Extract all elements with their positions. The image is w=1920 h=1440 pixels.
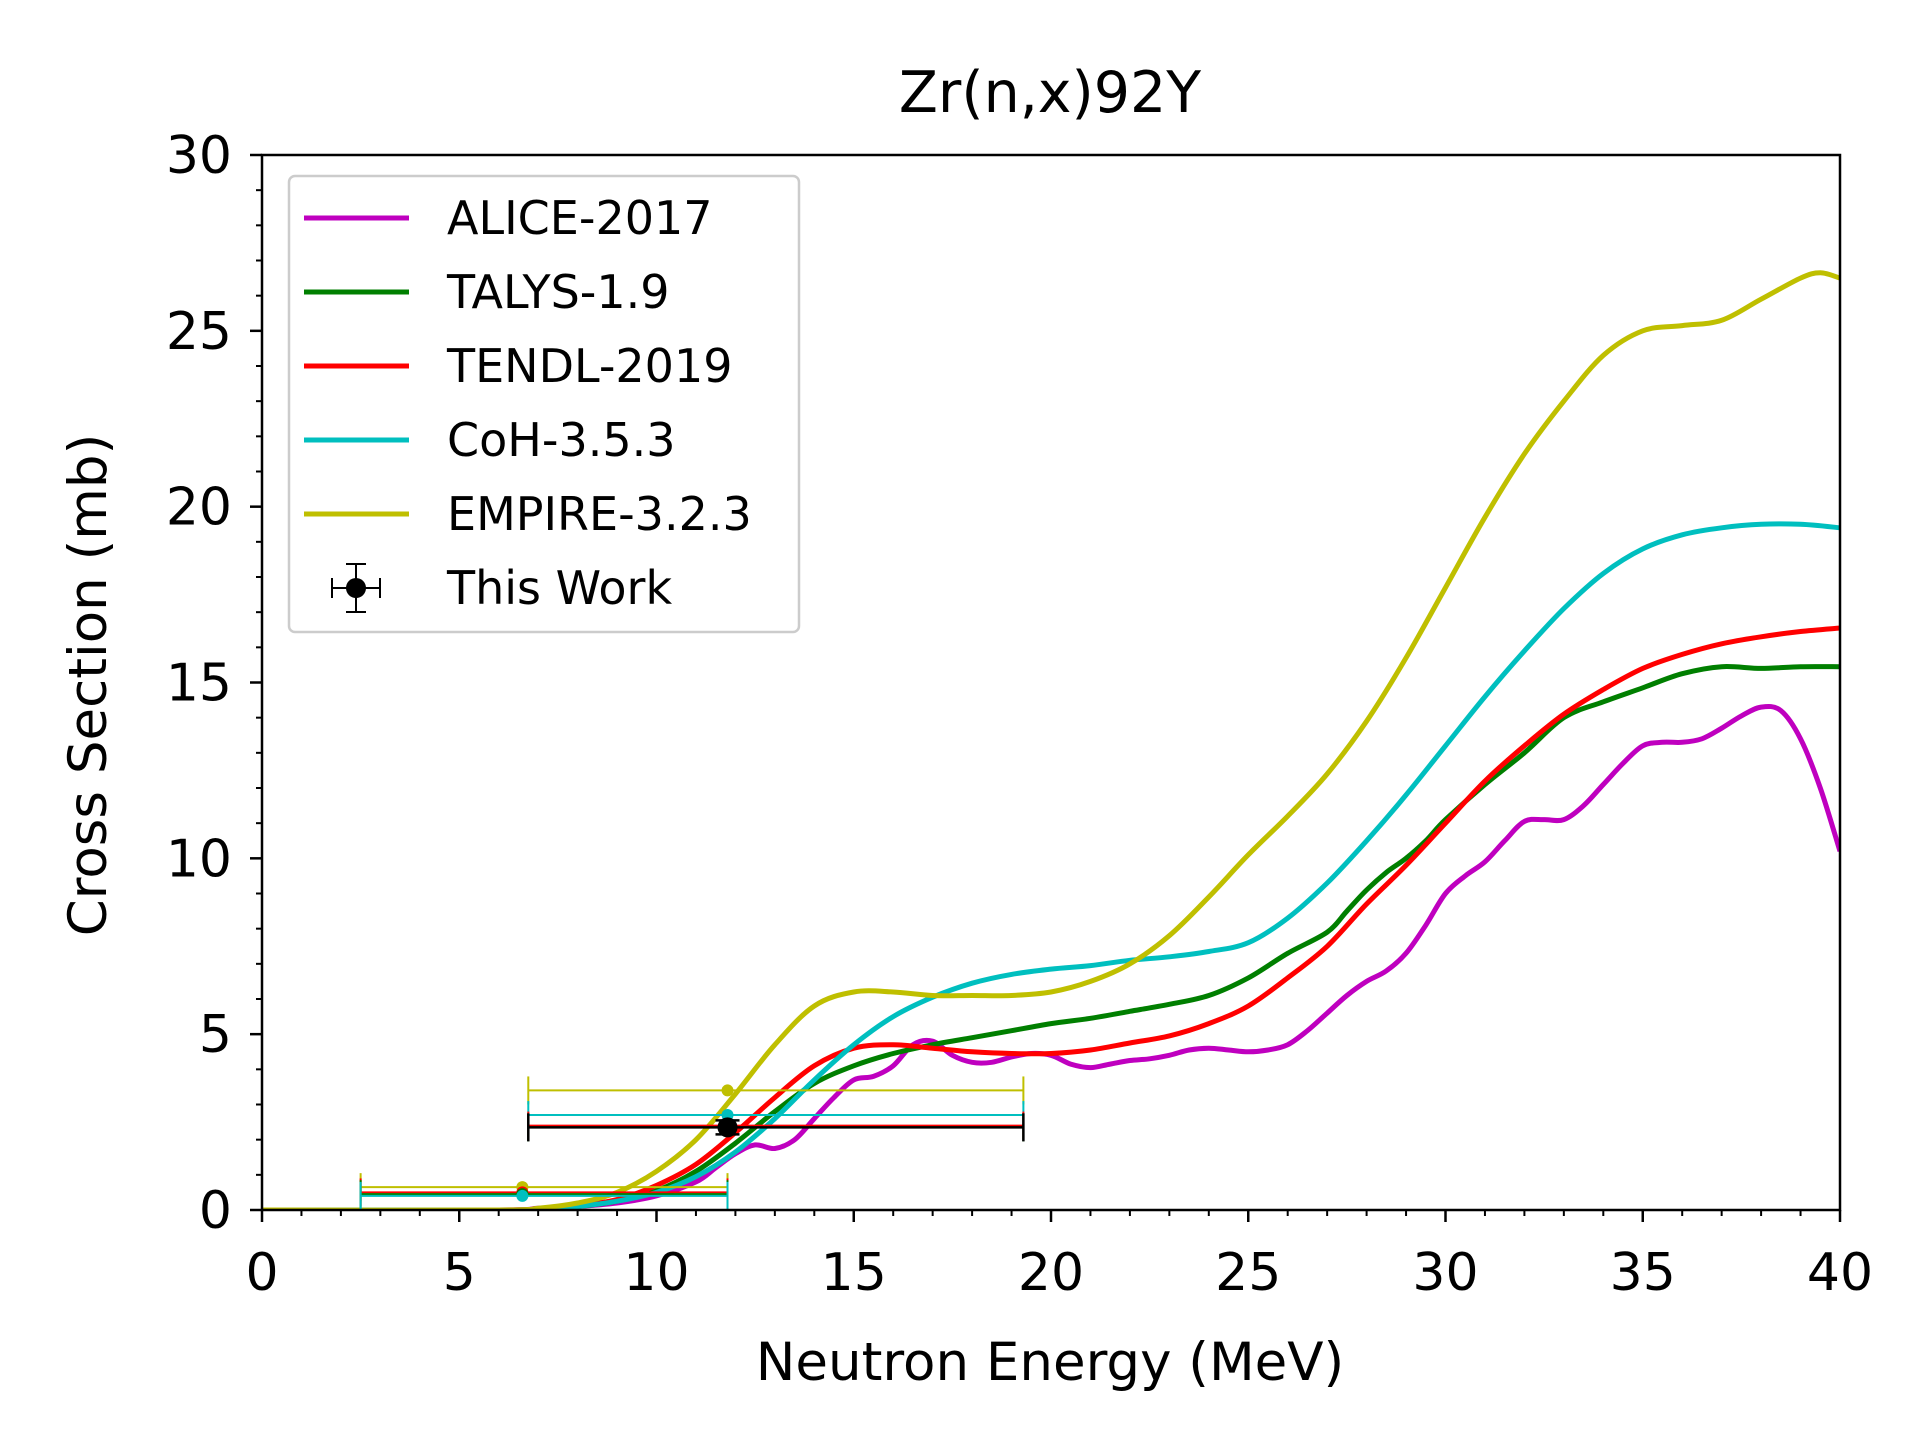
this-work-point (527, 1113, 1025, 1142)
x-tick-label: 20 (1018, 1243, 1084, 1303)
x-tick-label: 30 (1412, 1243, 1478, 1303)
this-work-marker (717, 1117, 738, 1138)
y-tick-label: 30 (166, 126, 232, 186)
x-tick-label: 0 (245, 1243, 278, 1303)
theory-point (516, 1189, 529, 1202)
x-tick-label: 40 (1807, 1243, 1873, 1303)
legend: ALICE-2017 TALYS-1.9 TENDL-2019 CoH-3.5.3 EM… (287, 174, 801, 634)
y-axis-label: Cross Section (mb) (58, 434, 119, 937)
theory-point-group-1 (359, 1173, 729, 1210)
x-axis-label: Neutron Energy (MeV) (756, 1332, 1344, 1393)
x-tick-label: 5 (443, 1243, 476, 1303)
y-tick-label: 5 (199, 1005, 232, 1065)
series-line-tendl-2019 (262, 625, 1840, 1210)
legend-box (287, 174, 801, 634)
theory-point (721, 1084, 734, 1097)
series-line-alice-2017 (262, 703, 1840, 1210)
legend-label-this-work: This Work (446, 561, 672, 615)
legend-label-alice-2017: ALICE-2017 (447, 191, 713, 245)
x-tick-label: 15 (821, 1243, 887, 1303)
legend-label-talys-1-9: TALYS-1.9 (446, 265, 670, 319)
y-tick-label: 20 (166, 478, 232, 538)
y-tick-label: 10 (166, 829, 232, 889)
chart-title: Zr(n,x)92Y (899, 60, 1201, 126)
legend-label-empire-3-2-3: EMPIRE-3.2.3 (447, 487, 752, 541)
legend-this-work-marker (346, 578, 366, 598)
x-tick-label: 10 (623, 1243, 689, 1303)
plot-area (260, 153, 1842, 1212)
series-line-empire-3-2-3 (262, 270, 1840, 1210)
x-tick-label: 35 (1610, 1243, 1676, 1303)
legend-label-tendl-2019: TENDL-2019 (446, 339, 732, 393)
y-tick-label: 25 (166, 302, 232, 362)
y-tick-label: 0 (199, 1181, 232, 1241)
y-tick-label: 15 (166, 654, 232, 714)
x-axis: 0 5 10 15 20 25 30 35 40 (245, 1210, 1873, 1303)
series-line-talys-1-9 (262, 664, 1840, 1210)
x-tick-label: 25 (1215, 1243, 1281, 1303)
y-axis: 0 5 10 15 20 25 30 (166, 126, 262, 1241)
legend-label-coh-3-5-3: CoH-3.5.3 (447, 413, 676, 467)
